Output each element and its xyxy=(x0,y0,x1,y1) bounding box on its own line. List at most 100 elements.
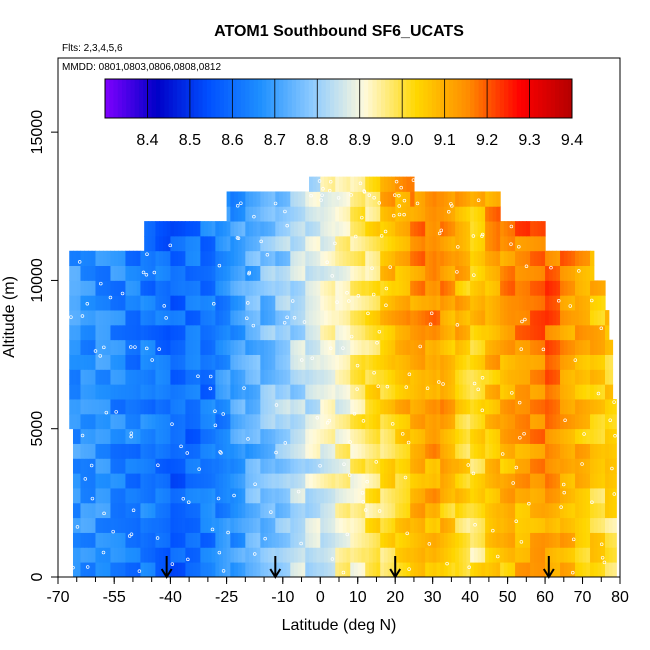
heatmap-cell xyxy=(301,399,306,415)
heatmap-cell xyxy=(162,235,168,252)
heatmap-cell xyxy=(458,265,464,281)
heatmap-cell xyxy=(114,488,119,504)
heatmap-cell xyxy=(151,413,157,430)
colorbar-segment xyxy=(334,79,339,118)
heatmap-cell xyxy=(387,547,393,563)
heatmap-cell xyxy=(436,517,441,533)
heatmap-cell xyxy=(507,295,512,311)
heatmap-cell xyxy=(541,250,546,266)
sample-point xyxy=(347,299,351,303)
heatmap-cell xyxy=(365,369,370,385)
heatmap-cell xyxy=(327,473,333,489)
sample-point xyxy=(341,346,345,350)
heatmap-cell xyxy=(425,547,430,563)
heatmap-cell xyxy=(402,547,408,563)
heatmap-cell xyxy=(80,413,85,430)
heatmap-cell xyxy=(503,502,509,519)
heatmap-cell xyxy=(492,191,497,207)
heatmap-cell xyxy=(365,339,370,355)
heatmap-cell xyxy=(174,235,179,252)
x-tick-label: 60 xyxy=(536,589,554,606)
heatmap-cell xyxy=(151,369,157,385)
heatmap-cell xyxy=(470,235,475,252)
heatmap-cell xyxy=(155,428,160,444)
heatmap-cell xyxy=(117,428,123,444)
heatmap-cell xyxy=(398,339,404,355)
sample-point xyxy=(185,451,189,455)
heatmap-cell xyxy=(507,354,512,370)
heatmap-cell xyxy=(159,280,164,296)
heatmap-cell xyxy=(425,235,430,252)
heatmap-cell xyxy=(170,310,175,326)
heatmap-cell xyxy=(395,488,400,504)
heatmap-cell xyxy=(320,399,325,415)
heatmap-cell xyxy=(237,547,243,563)
heatmap-cell xyxy=(560,384,565,400)
colorbar-segment xyxy=(223,79,229,118)
heatmap-cell xyxy=(361,280,366,296)
heatmap-cell xyxy=(575,369,580,385)
heatmap-cell xyxy=(87,488,93,504)
heatmap-cell xyxy=(117,310,123,326)
heatmap-cell xyxy=(368,339,374,355)
heatmap-cell xyxy=(106,339,112,355)
heatmap-cell xyxy=(177,488,183,504)
heatmap-cell xyxy=(593,458,599,474)
x-tick-label: 0 xyxy=(316,589,325,606)
heatmap-cell xyxy=(432,428,438,444)
heatmap-cell xyxy=(132,265,138,281)
heatmap-cell xyxy=(395,517,400,533)
heatmap-cell xyxy=(481,295,486,311)
heatmap-cell xyxy=(69,369,74,385)
heatmap-cell xyxy=(129,265,134,281)
heatmap-cell xyxy=(582,458,587,474)
heatmap-cell xyxy=(110,443,115,459)
heatmap-cell xyxy=(249,532,254,548)
heatmap-cell xyxy=(541,384,546,400)
heatmap-cell xyxy=(129,428,134,444)
sample-point xyxy=(467,565,471,569)
heatmap-cell xyxy=(260,473,265,489)
heatmap-cell xyxy=(548,265,554,281)
heatmap-cell xyxy=(290,473,295,489)
heatmap-cell xyxy=(290,221,295,237)
heatmap-cell xyxy=(488,191,494,207)
heatmap-cell xyxy=(72,250,78,266)
heatmap-cell xyxy=(417,221,423,237)
colorbar-tick-label: 8.8 xyxy=(306,132,328,149)
heatmap-cell xyxy=(76,280,82,296)
sample-point xyxy=(441,382,445,386)
heatmap-cell xyxy=(117,547,123,563)
heatmap-cell xyxy=(162,413,168,430)
heatmap-cell xyxy=(428,295,434,311)
heatmap-cell xyxy=(578,517,584,533)
heatmap-cell xyxy=(556,428,561,444)
heatmap-cell xyxy=(324,250,329,266)
heatmap-cell xyxy=(500,369,505,385)
heatmap-cell xyxy=(87,473,93,489)
heatmap-cell xyxy=(237,310,243,326)
heatmap-cell xyxy=(72,488,78,504)
heatmap-cell xyxy=(507,384,512,400)
heatmap-cell xyxy=(320,443,325,459)
heatmap-cell xyxy=(470,295,475,311)
heatmap-cell xyxy=(234,265,239,281)
heatmap-cell xyxy=(417,428,423,444)
heatmap-cell xyxy=(159,502,164,519)
heatmap-cell xyxy=(226,206,231,222)
sample-point xyxy=(456,245,460,249)
heatmap-cell xyxy=(264,517,269,533)
heatmap-cell xyxy=(249,280,254,296)
heatmap-cell xyxy=(117,473,123,489)
heatmap-cell xyxy=(117,265,123,281)
heatmap-cell xyxy=(312,502,318,519)
heatmap-cell xyxy=(473,458,479,474)
heatmap-cell xyxy=(200,235,205,252)
sample-point xyxy=(89,463,94,468)
sample-point xyxy=(393,193,397,197)
heatmap-cell xyxy=(590,428,595,444)
colorbar-segment xyxy=(202,79,208,118)
heatmap-cell xyxy=(368,250,374,266)
sample-point xyxy=(439,228,444,233)
heatmap-cell xyxy=(496,280,501,296)
